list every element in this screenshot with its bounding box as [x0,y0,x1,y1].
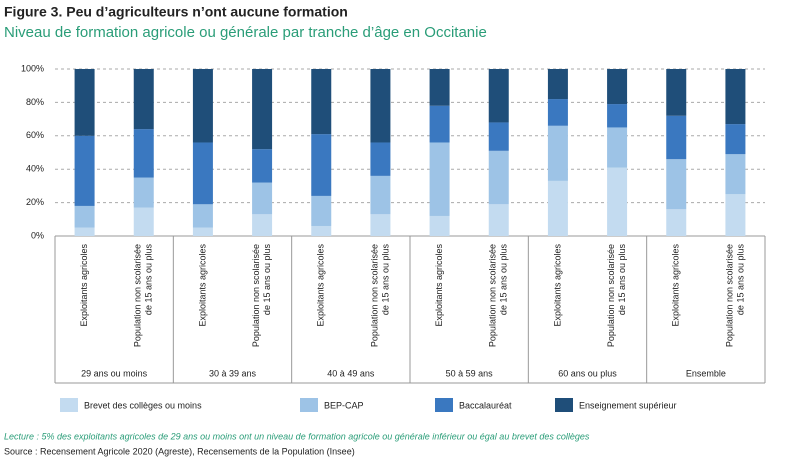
source: Source : Recensement Agricole 2020 (Agre… [4,446,355,456]
bar-segment [429,215,450,236]
group-label: 50 à 59 ans [446,368,494,378]
bar-segment [192,204,213,228]
x-tick-label: Population non scolarisée [133,244,143,347]
bar-segment [488,150,509,205]
bar-segment [547,125,568,181]
bar-segment [429,142,450,216]
legend-swatch [300,398,318,412]
y-tick-label: 80% [26,97,44,107]
bar-segment [192,142,213,205]
x-tick-label: Exploitants agricoles [434,244,444,327]
legend-label: Baccalauréat [459,400,512,410]
y-tick-label: 40% [26,164,44,174]
bar-segment [666,69,687,116]
x-tick-label: Exploitants agricoles [79,244,89,327]
x-tick-label: de 15 ans ou plus [617,244,627,316]
x-tick-label: de 15 ans ou plus [262,244,272,316]
y-tick-label: 20% [26,197,44,207]
x-tick-label: Exploitants agricoles [671,244,681,327]
bar-segment [133,129,154,178]
bar-segment [429,105,450,143]
bar-segment [666,209,687,236]
bar-segment [725,124,746,155]
bar-segment [192,69,213,143]
bar-segment [666,159,687,210]
bar-segment [311,134,332,196]
bar-segment [607,127,628,168]
bar-segment [725,154,746,195]
bar-segment [252,69,273,150]
legend-label: BEP-CAP [324,400,364,410]
bar-segment [488,122,509,151]
bar-segment [133,177,154,208]
bar-segment [252,182,273,215]
bar-segment [74,69,95,136]
x-tick-label: Exploitants agricoles [552,244,562,327]
bar-segment [607,104,628,128]
bar-segment [74,227,95,236]
x-tick-label: Population non scolarisée [488,244,498,347]
bar-segment [607,69,628,105]
group-label: 30 à 39 ans [209,368,257,378]
bar-segment [370,142,391,176]
bar-segment [311,69,332,135]
x-tick-label: Exploitants agricoles [197,244,207,327]
x-tick-label: Population non scolarisée [724,244,734,347]
bar-segment [252,149,273,183]
x-tick-label: de 15 ans ou plus [499,244,509,316]
y-tick-label: 100% [21,63,44,73]
bar-segment [74,205,95,228]
legend-label: Brevet des collèges ou moins [84,400,202,410]
legend-swatch [555,398,573,412]
x-tick-label: de 15 ans ou plus [735,244,745,316]
bar-segment [311,225,332,236]
bar-segment [488,204,509,236]
bar-segment [547,69,568,100]
bar-segment [370,175,391,215]
y-tick-label: 0% [31,230,44,240]
chart-subtitle: Niveau de formation agricole ou générale… [4,24,487,41]
bar-segment [311,195,332,226]
bar-segment [607,167,628,236]
bar-segment [725,194,746,236]
bar-segment [252,214,273,236]
bar-segment [74,135,95,206]
group-label: Ensemble [686,368,726,378]
legend-swatch [60,398,78,412]
bar-segment [370,214,391,236]
legend-swatch [435,398,453,412]
note: Lecture : 5% des exploitants agricoles d… [4,431,590,441]
bar-segment [725,69,746,125]
y-tick-label: 60% [26,130,44,140]
x-tick-label: de 15 ans ou plus [380,244,390,316]
bar-segment [488,69,509,123]
x-tick-label: Exploitants agricoles [316,244,326,327]
bar-segment [666,115,687,160]
bar-segment [547,180,568,236]
x-tick-label: Population non scolarisée [606,244,616,347]
legend-label: Enseignement supérieur [579,400,677,410]
chart-title: Figure 3. Peu d’agriculteurs n’ont aucun… [4,4,348,20]
group-label: 40 à 49 ans [327,368,375,378]
bar-segment [192,227,213,236]
bar-segment [133,69,154,130]
x-tick-label: de 15 ans ou plus [144,244,154,316]
x-tick-label: Population non scolarisée [251,244,261,347]
bar-segment [133,207,154,236]
group-label: 60 ans ou plus [558,368,617,378]
bar-segment [547,99,568,126]
bar-segment [429,69,450,106]
bar-segment [370,69,391,143]
group-label: 29 ans ou moins [81,368,148,378]
x-tick-label: Population non scolarisée [369,244,379,347]
